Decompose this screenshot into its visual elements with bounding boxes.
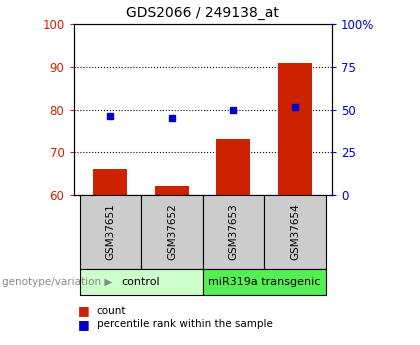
Text: count: count (97, 306, 126, 315)
Bar (141, 195, 203, 269)
Text: control: control (122, 277, 160, 287)
Bar (94, 169, 127, 195)
Title: GDS2066 / 249138_at: GDS2066 / 249138_at (126, 6, 279, 20)
Text: ■: ■ (78, 304, 89, 317)
Bar (216, 139, 250, 195)
Bar (264, 195, 326, 269)
Bar (278, 62, 312, 195)
Bar (203, 269, 326, 295)
Text: GSM37651: GSM37651 (105, 204, 116, 260)
Text: GSM37653: GSM37653 (228, 204, 239, 260)
Bar (155, 186, 189, 195)
Bar (80, 269, 203, 295)
Text: GSM37654: GSM37654 (290, 204, 300, 260)
Text: GSM37652: GSM37652 (167, 204, 177, 260)
Text: genotype/variation ▶: genotype/variation ▶ (2, 277, 113, 287)
Text: ■: ■ (78, 318, 89, 331)
Bar (80, 195, 141, 269)
Text: percentile rank within the sample: percentile rank within the sample (97, 319, 273, 329)
Bar (203, 195, 264, 269)
Text: miR319a transgenic: miR319a transgenic (208, 277, 320, 287)
